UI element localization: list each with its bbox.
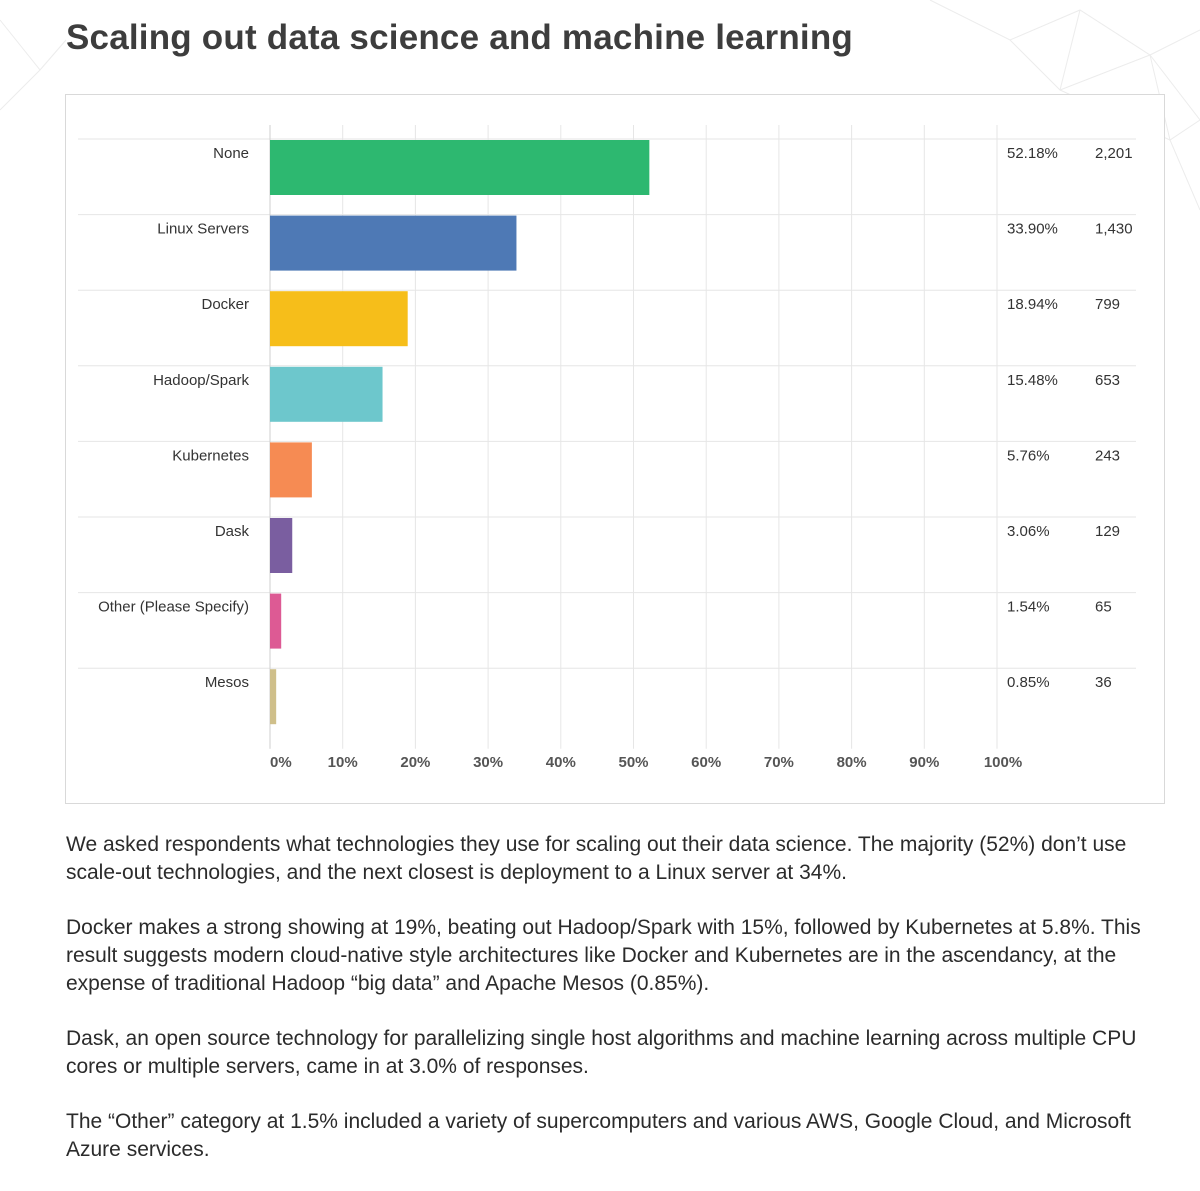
percent-label: 5.76% bbox=[1007, 447, 1050, 464]
x-tick-label: 0% bbox=[270, 754, 292, 771]
count-label: 799 bbox=[1095, 296, 1120, 313]
percent-label: 18.94% bbox=[1007, 296, 1058, 313]
x-tick-label: 80% bbox=[837, 754, 867, 771]
category-label: Other (Please Specify) bbox=[98, 599, 249, 616]
bar-kubernetes bbox=[270, 442, 312, 498]
bar-chart: None 52.18% 2,201 Linux Servers 33.90% 1,430 D… bbox=[78, 125, 1136, 771]
x-tick-label: 90% bbox=[909, 754, 939, 771]
bar-other-please-specify- bbox=[270, 593, 282, 649]
category-label: Mesos bbox=[205, 674, 249, 691]
category-label: Dask bbox=[215, 523, 250, 540]
x-tick-label: 40% bbox=[546, 754, 576, 771]
paragraph-1: We asked respondents what technologies t… bbox=[66, 833, 1127, 884]
paragraph-3: Dask, an open source technology for para… bbox=[66, 1027, 1137, 1078]
count-label: 243 bbox=[1095, 447, 1120, 464]
count-label: 129 bbox=[1095, 523, 1120, 540]
x-tick-label: 20% bbox=[400, 754, 430, 771]
category-label: Kubernetes bbox=[172, 447, 249, 464]
count-label: 2,201 bbox=[1095, 145, 1133, 162]
x-tick-label: 30% bbox=[473, 754, 503, 771]
category-label: Linux Servers bbox=[157, 221, 249, 238]
percent-label: 33.90% bbox=[1007, 221, 1058, 238]
bar-mesos bbox=[270, 669, 277, 725]
percent-label: 0.85% bbox=[1007, 674, 1050, 691]
count-label: 1,430 bbox=[1095, 221, 1133, 238]
x-tick-label: 50% bbox=[618, 754, 648, 771]
bar-dask bbox=[270, 518, 293, 573]
category-label: Hadoop/Spark bbox=[153, 372, 249, 389]
percent-label: 52.18% bbox=[1007, 145, 1058, 162]
percent-label: 3.06% bbox=[1007, 523, 1050, 540]
category-label: Docker bbox=[201, 296, 249, 313]
x-tick-label: 100% bbox=[984, 754, 1022, 771]
x-tick-label: 10% bbox=[328, 754, 358, 771]
paragraph-2: Docker makes a strong showing at 19%, be… bbox=[66, 916, 1141, 995]
paragraph-4: The “Other” category at 1.5% included a … bbox=[66, 1110, 1131, 1161]
bar-linux-servers bbox=[270, 215, 517, 271]
percent-label: 15.48% bbox=[1007, 372, 1058, 389]
bar-docker bbox=[270, 291, 408, 347]
description-text: We asked respondents what technologies t… bbox=[66, 831, 1146, 1191]
x-tick-label: 60% bbox=[691, 754, 721, 771]
bar-hadoop-spark bbox=[270, 366, 383, 422]
count-label: 65 bbox=[1095, 599, 1112, 616]
chart-frame: None 52.18% 2,201 Linux Servers 33.90% 1,430 D… bbox=[65, 94, 1165, 804]
count-label: 36 bbox=[1095, 674, 1112, 691]
count-label: 653 bbox=[1095, 372, 1120, 389]
percent-label: 1.54% bbox=[1007, 599, 1050, 616]
bar-none bbox=[270, 140, 650, 195]
category-label: None bbox=[213, 145, 249, 162]
x-tick-label: 70% bbox=[764, 754, 794, 771]
page-title: Scaling out data science and machine lea… bbox=[66, 18, 853, 57]
